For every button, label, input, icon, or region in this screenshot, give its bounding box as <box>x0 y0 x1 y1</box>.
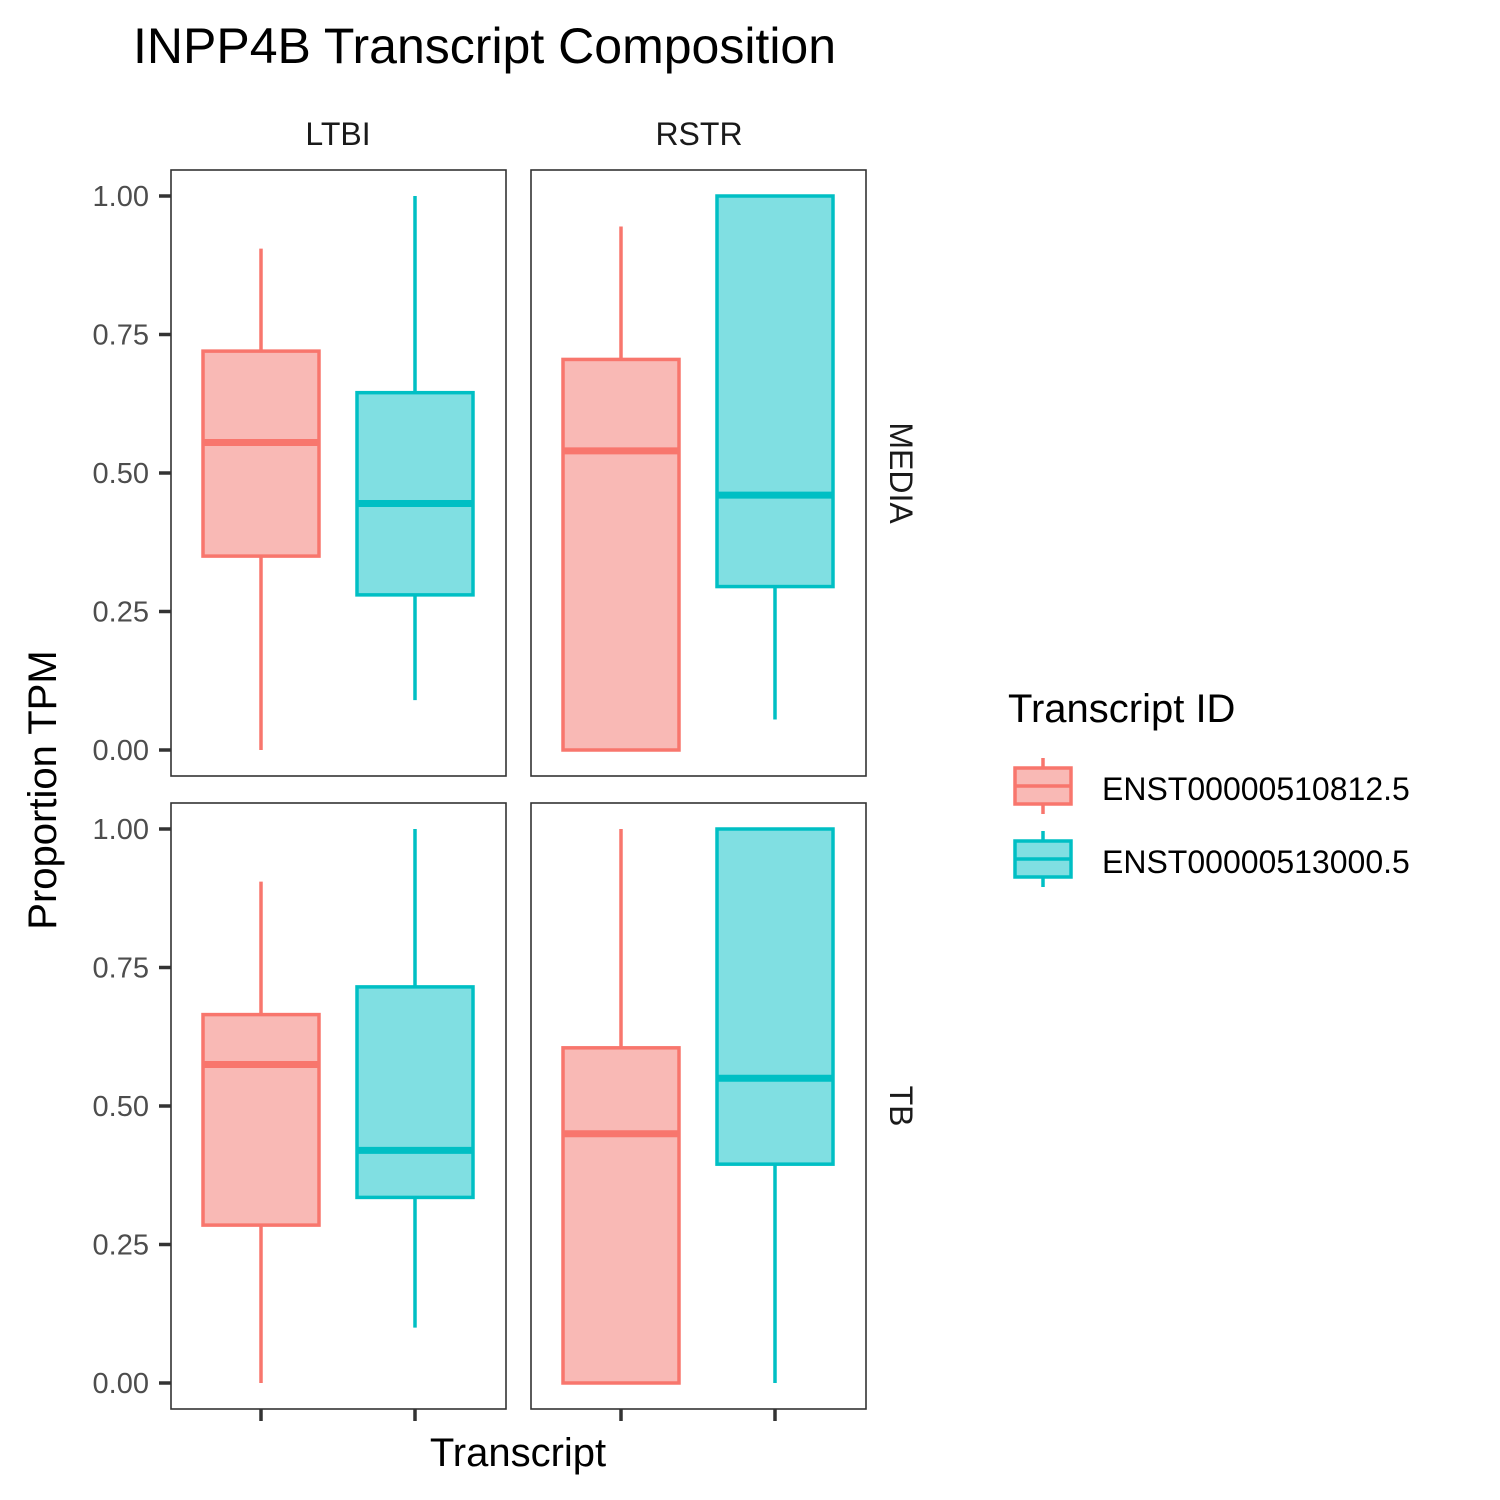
panel-rstr-media <box>530 169 867 777</box>
y-tick-label: 0.75 <box>93 320 149 352</box>
y-tick-label: 0.50 <box>93 458 149 490</box>
legend-key-enst00000510812-5 <box>1013 758 1073 814</box>
box-rstr-tb-enst00000513000-5 <box>715 827 835 1383</box>
y-tick-label: 0.50 <box>93 1091 149 1123</box>
panel-ltbi-tb <box>170 802 507 1410</box>
y-axis-title: Proportion TPM <box>21 650 65 929</box>
box-iqr <box>201 1012 321 1227</box>
box-ltbi-media-enst00000513000-5 <box>355 196 475 701</box>
box-iqr <box>355 985 475 1200</box>
box-rstr-media-enst00000510812-5 <box>561 226 681 752</box>
y-tick-label: 0.00 <box>93 735 149 767</box>
y-tick-label: 0.00 <box>93 1368 149 1400</box>
box-rstr-tb-enst00000510812-5 <box>561 829 681 1385</box>
panel-rstr-tb <box>530 802 867 1410</box>
box-ltbi-tb-enst00000513000-5 <box>355 829 475 1328</box>
legend: Transcript ID ENST00000510812.5 ENST0000… <box>1008 687 1410 887</box>
legend-label-enst00000513000: ENST00000513000.5 <box>1102 844 1410 880</box>
box-ltbi-tb-enst00000510812-5 <box>201 881 321 1383</box>
panel-ltbi-media <box>170 169 507 777</box>
y-tick-label: 0.75 <box>93 953 149 985</box>
box-iqr <box>201 349 321 558</box>
facet-label-tb: TB <box>883 1086 919 1127</box>
box-iqr <box>715 827 835 1166</box>
box-ltbi-media-enst00000510812-5 <box>201 248 321 750</box>
y-tick-label: 0.25 <box>93 1230 149 1262</box>
box-iqr <box>715 194 835 589</box>
x-axis-ticks <box>259 1409 777 1421</box>
x-axis-title: Transcript <box>430 1431 606 1475</box>
facet-panels <box>170 169 867 1410</box>
chart-title: INPP4B Transcript Composition <box>133 18 836 74</box>
y-tick-label: 1.00 <box>93 181 149 213</box>
facet-label-media: MEDIA <box>883 422 919 524</box>
box-iqr <box>355 390 475 597</box>
legend-title: Transcript ID <box>1008 687 1235 731</box>
y-tick-label: 0.25 <box>93 597 149 629</box>
box-iqr <box>561 357 681 752</box>
box-rstr-media-enst00000513000-5 <box>715 194 835 720</box>
legend-key-enst00000513000-5 <box>1013 831 1073 887</box>
box-iqr <box>561 1046 681 1385</box>
legend-label-enst00000510812: ENST00000510812.5 <box>1102 771 1410 807</box>
y-axis-ticks: 0.00 0.25 0.50 0.75 1.00 0.00 0.25 0.50 0.75 1.00 <box>93 181 171 1400</box>
facet-label-rstr: RSTR <box>655 116 742 152</box>
legend-keys <box>1013 758 1073 887</box>
y-tick-label: 1.00 <box>93 814 149 846</box>
facet-label-ltbi: LTBI <box>305 116 370 152</box>
